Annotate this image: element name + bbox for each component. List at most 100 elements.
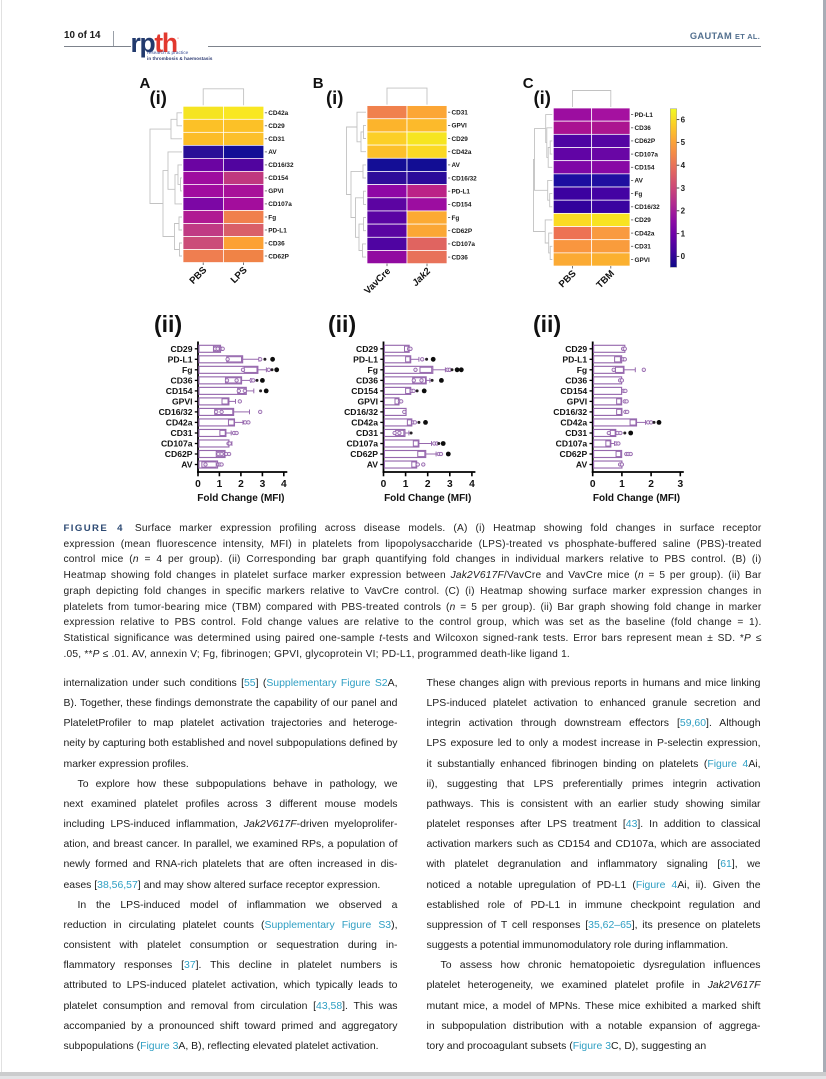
svg-text:3: 3 — [447, 479, 453, 490]
svg-text:GPVI: GPVI — [567, 396, 588, 406]
svg-text:CD154: CD154 — [351, 386, 378, 396]
svg-text:CD36: CD36 — [635, 125, 652, 132]
svg-text:3: 3 — [260, 479, 266, 490]
svg-text:0: 0 — [381, 479, 387, 490]
svg-text:CD31: CD31 — [356, 428, 378, 438]
svg-text:GPVI: GPVI — [357, 396, 378, 406]
svg-text:CD29: CD29 — [452, 136, 469, 143]
svg-text:(ii): (ii) — [533, 311, 561, 337]
svg-text:CD62P: CD62P — [635, 138, 656, 145]
svg-text:Fold Change (MFI): Fold Change (MFI) — [593, 493, 680, 504]
svg-text:CD31: CD31 — [565, 428, 587, 438]
svg-text:CD36: CD36 — [171, 375, 193, 385]
svg-text:2: 2 — [681, 207, 686, 216]
svg-text:2: 2 — [648, 479, 654, 490]
svg-text:Fg: Fg — [368, 365, 379, 375]
svg-text:CD16/32: CD16/32 — [159, 407, 193, 417]
svg-text:AV: AV — [268, 149, 277, 156]
svg-text:CD107a: CD107a — [346, 439, 378, 449]
svg-text:LPS: LPS — [229, 264, 250, 285]
svg-text:PD-L1: PD-L1 — [168, 354, 193, 364]
svg-text:Fg: Fg — [268, 214, 276, 221]
svg-text:3: 3 — [677, 479, 683, 490]
svg-text:CD16/32: CD16/32 — [344, 407, 378, 417]
svg-text:AV: AV — [576, 460, 588, 470]
svg-text:GPVI: GPVI — [452, 123, 467, 130]
svg-text:AV: AV — [635, 178, 644, 185]
svg-text:CD154: CD154 — [635, 165, 655, 172]
svg-text:C: C — [523, 75, 534, 92]
svg-text:CD107a: CD107a — [556, 439, 588, 449]
svg-text:CD42a: CD42a — [351, 417, 378, 427]
svg-text:PD-L1: PD-L1 — [452, 189, 471, 196]
svg-text:VavCre: VavCre — [362, 266, 393, 297]
svg-text:CD16/32: CD16/32 — [268, 162, 294, 169]
svg-text:CD31: CD31 — [635, 244, 652, 251]
svg-text:CD16/32: CD16/32 — [452, 175, 478, 182]
svg-text:B: B — [313, 75, 324, 92]
svg-text:Fold Change (MFI): Fold Change (MFI) — [197, 493, 284, 504]
svg-text:0: 0 — [195, 479, 201, 490]
svg-text:CD31: CD31 — [171, 428, 193, 438]
svg-text:CD31: CD31 — [268, 136, 285, 143]
svg-text:CD62P: CD62P — [559, 449, 587, 459]
svg-text:PD-L1: PD-L1 — [635, 112, 654, 119]
svg-text:1: 1 — [403, 479, 409, 490]
svg-text:(i): (i) — [150, 87, 167, 108]
svg-text:(ii): (ii) — [154, 311, 182, 337]
svg-text:CD36: CD36 — [356, 375, 378, 385]
svg-text:1: 1 — [217, 479, 223, 490]
svg-text:PD-L1: PD-L1 — [268, 227, 287, 234]
svg-text:CD36: CD36 — [452, 254, 469, 261]
svg-text:AV: AV — [452, 162, 461, 169]
svg-text:CD107a: CD107a — [452, 241, 476, 248]
svg-text:CD29: CD29 — [356, 344, 378, 354]
svg-text:5: 5 — [681, 138, 686, 147]
svg-text:CD154: CD154 — [268, 175, 288, 182]
svg-text:CD154: CD154 — [166, 386, 193, 396]
svg-text:CD62P: CD62P — [350, 449, 378, 459]
svg-text:PBS: PBS — [188, 264, 210, 286]
svg-text:Fold Change (MFI): Fold Change (MFI) — [384, 493, 471, 504]
svg-text:2: 2 — [425, 479, 431, 490]
svg-text:CD36: CD36 — [565, 375, 587, 385]
svg-text:GPVI: GPVI — [172, 396, 193, 406]
svg-text:Fg: Fg — [635, 191, 643, 198]
svg-text:CD29: CD29 — [171, 344, 193, 354]
svg-text:(i): (i) — [326, 87, 343, 108]
svg-text:CD42a: CD42a — [452, 149, 472, 156]
svg-text:TBM: TBM — [594, 268, 616, 290]
svg-text:3: 3 — [681, 184, 686, 193]
svg-text:A: A — [140, 75, 151, 92]
svg-text:1: 1 — [619, 479, 625, 490]
svg-text:(ii): (ii) — [328, 311, 356, 337]
svg-text:4: 4 — [469, 479, 475, 490]
svg-text:CD31: CD31 — [452, 110, 469, 117]
svg-text:CD154: CD154 — [560, 386, 587, 396]
svg-text:4: 4 — [681, 161, 686, 170]
svg-text:CD42a: CD42a — [166, 417, 193, 427]
svg-text:CD16/32: CD16/32 — [553, 407, 587, 417]
svg-text:GPVI: GPVI — [268, 188, 283, 195]
svg-text:Fg: Fg — [577, 365, 588, 375]
svg-text:1: 1 — [681, 229, 686, 238]
svg-text:CD29: CD29 — [635, 217, 652, 224]
svg-text:CD16/32: CD16/32 — [635, 204, 661, 211]
svg-text:2: 2 — [238, 479, 244, 490]
svg-text:CD62P: CD62P — [268, 253, 289, 260]
svg-text:Jak2: Jak2 — [410, 265, 433, 288]
svg-text:CD29: CD29 — [268, 123, 285, 130]
svg-text:CD36: CD36 — [268, 240, 285, 247]
svg-text:Fg: Fg — [182, 365, 193, 375]
svg-text:CD107a: CD107a — [268, 201, 292, 208]
svg-text:GPVI: GPVI — [635, 257, 650, 264]
svg-text:0: 0 — [590, 479, 596, 490]
svg-text:CD42a: CD42a — [635, 230, 655, 237]
svg-text:0: 0 — [681, 252, 686, 261]
svg-text:CD154: CD154 — [452, 202, 472, 209]
svg-text:6: 6 — [681, 115, 686, 124]
svg-text:CD29: CD29 — [565, 344, 587, 354]
svg-text:CD62P: CD62P — [452, 228, 473, 235]
svg-text:AV: AV — [367, 460, 379, 470]
svg-text:(i): (i) — [534, 87, 551, 108]
